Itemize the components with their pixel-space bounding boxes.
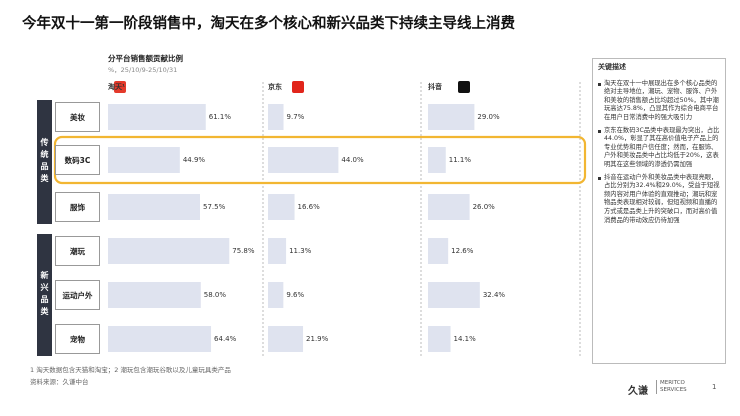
value-label: 12.6%: [451, 247, 474, 255]
insight-text: 淘天在双十一中展现出在多个核心品类的绝对主导地位，潮玩、宠物、服饰、户外和美妆的…: [598, 80, 720, 123]
bar: [108, 282, 201, 308]
value-label: 11.3%: [289, 247, 312, 255]
value-label: 21.9%: [306, 335, 329, 343]
category-label: 潮玩: [55, 236, 100, 266]
value-label: 61.1%: [209, 113, 232, 121]
value-label: 44.9%: [183, 156, 206, 164]
bar: [428, 194, 470, 220]
group-label: 新兴品类: [37, 234, 52, 356]
chart-subtitle: %，25/10/9-25/10/31: [108, 66, 178, 74]
value-label: 57.5%: [203, 203, 226, 211]
group-label: 传统品类: [37, 100, 52, 224]
bar: [108, 326, 212, 352]
value-label: 32.4%: [483, 291, 506, 299]
bar: [268, 147, 339, 173]
bar: [428, 326, 451, 352]
bar: [428, 147, 446, 173]
platform-icon: [114, 81, 126, 93]
brand: 久谦: [628, 386, 648, 397]
insight-panel: 关键描述淘天在双十一中展现出在多个核心品类的绝对主导地位，潮玩、宠物、服饰、户外…: [592, 58, 726, 364]
insight-text: 京东在数码3C品类中表现最为突出，占比44.0%，彰显了其在高价值电子产品上的专…: [598, 127, 720, 170]
category-label: 运动户外: [55, 280, 100, 310]
legend-label: 京东: [268, 82, 282, 91]
value-label: 9.7%: [287, 113, 305, 121]
value-label: 9.6%: [286, 291, 304, 299]
insight-text: 抖音在运动户外和美妆品类中表现亮眼，占比分别为32.4%和29.0%，受益于短视…: [598, 174, 720, 226]
legend-label: 抖音: [428, 82, 442, 91]
value-label: 11.1%: [449, 156, 472, 164]
bar: [108, 238, 230, 264]
slide-title: 今年双十一第一阶段销售中，淘天在多个核心和新兴品类下持续主导线上消费: [22, 16, 515, 32]
bar: [268, 282, 284, 308]
category-label: 宠物: [55, 324, 100, 354]
bar: [268, 104, 284, 130]
bar: [268, 194, 295, 220]
bar: [428, 238, 449, 264]
panel-heading: 关键描述: [598, 63, 626, 71]
value-label: 75.8%: [232, 247, 255, 255]
value-label: 26.0%: [473, 203, 496, 211]
platform-icon: [292, 81, 304, 93]
bar: [108, 194, 200, 220]
bar: [108, 147, 180, 173]
legend-label: 淘天¹: [108, 82, 125, 91]
page-number: 1: [712, 383, 717, 391]
category-label: 数码3C: [55, 145, 100, 175]
chart: 淘天¹ 京东 抖音 61.1% 44.9% 57.5% 75.8% 58.0% 64.4% 9.7…: [53, 81, 587, 358]
value-label: 44.0%: [341, 156, 364, 164]
value-label: 16.6%: [298, 203, 321, 211]
bar: [268, 326, 304, 352]
chart-title: 分平台销售额贡献比例: [108, 54, 183, 63]
value-label: 58.0%: [204, 291, 227, 299]
category-label: 服饰: [55, 192, 100, 222]
source: 资料来源：久谦中台: [30, 378, 89, 386]
bar: [108, 104, 206, 130]
value-label: 29.0%: [477, 113, 500, 121]
bar: [428, 282, 480, 308]
platform-icon: [458, 81, 470, 93]
bar: [268, 238, 287, 264]
brand-en: MERITCO SERVICES: [656, 380, 704, 394]
value-label: 64.4%: [214, 335, 237, 343]
footnote: 1 淘天数据包含天猫和淘宝；2 潮玩包含潮玩谷歌以及儿童玩具类产品: [30, 366, 231, 374]
category-label: 美妆: [55, 102, 100, 132]
value-label: 14.1%: [454, 335, 477, 343]
bar: [428, 104, 475, 130]
